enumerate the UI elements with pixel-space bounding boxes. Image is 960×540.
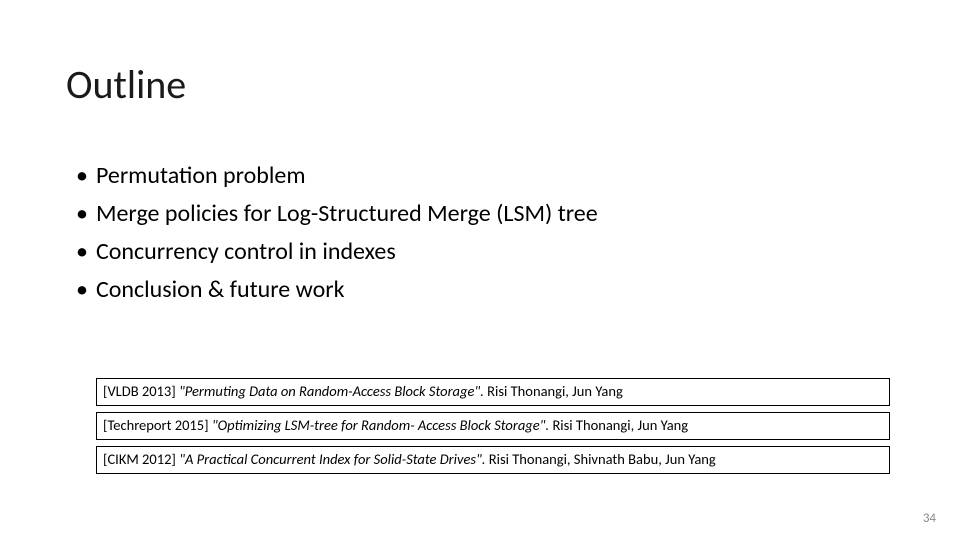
bullet-item: • Concurrency control in indexes — [76, 236, 598, 268]
bullet-icon: • — [76, 160, 88, 192]
reference-title: "A Practical Concurrent Index for Solid-… — [179, 450, 485, 468]
bullet-text: Concurrency control in indexes — [96, 236, 396, 268]
reference-tag: [Techreport 2015] — [103, 416, 209, 434]
bullet-item: • Permutation problem — [76, 160, 598, 192]
reference-title: "Optimizing LSM-tree for Random- Access … — [212, 416, 549, 434]
bullet-text: Merge policies for Log-Structured Merge … — [96, 198, 598, 230]
bullet-text: Permutation problem — [96, 160, 306, 192]
reference-authors: Risi Thonangi, Shivnath Babu, Jun Yang — [489, 450, 716, 468]
bullet-item: • Merge policies for Log-Structured Merg… — [76, 198, 598, 230]
bullet-list: • Permutation problem • Merge policies f… — [76, 160, 598, 312]
bullet-icon: • — [76, 198, 88, 230]
bullet-icon: • — [76, 236, 88, 268]
bullet-item: • Conclusion & future work — [76, 274, 598, 306]
page-number: 34 — [923, 511, 936, 526]
reference-box: [VLDB 2013] "Permuting Data on Random-Ac… — [96, 378, 890, 406]
bullet-text: Conclusion & future work — [96, 274, 345, 306]
reference-authors: Risi Thonangi, Jun Yang — [487, 382, 623, 400]
reference-authors: Risi Thonangi, Jun Yang — [552, 416, 688, 434]
reference-tag: [CIKM 2012] — [103, 450, 176, 468]
bullet-icon: • — [76, 274, 88, 306]
reference-box: [Techreport 2015] "Optimizing LSM-tree f… — [96, 412, 890, 440]
reference-box: [CIKM 2012] "A Practical Concurrent Inde… — [96, 446, 890, 474]
reference-title: "Permuting Data on Random-Access Block S… — [179, 382, 484, 400]
slide-title: Outline — [66, 60, 186, 109]
references-list: [VLDB 2013] "Permuting Data on Random-Ac… — [96, 378, 890, 480]
slide: Outline • Permutation problem • Merge po… — [0, 0, 960, 540]
reference-tag: [VLDB 2013] — [103, 382, 176, 400]
